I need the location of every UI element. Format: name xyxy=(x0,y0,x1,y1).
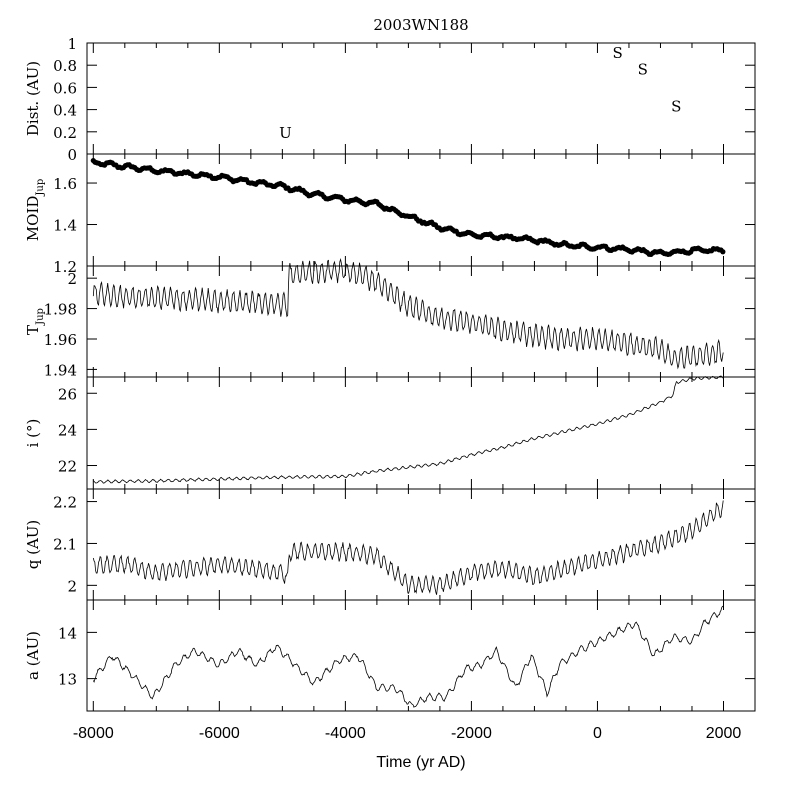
series-line-a xyxy=(92,605,724,708)
y-tick-label: 22 xyxy=(58,458,77,476)
y-tick-label: 1.94 xyxy=(44,361,77,379)
y-axis-label-a: a (AU) xyxy=(24,631,42,680)
y-axis-label-subscript: Jup xyxy=(35,308,46,326)
x-tick-label: 2000 xyxy=(706,725,742,742)
y-tick-label: 13 xyxy=(58,671,77,689)
encounter-marker: U xyxy=(279,124,292,142)
y-tick-label: 0.4 xyxy=(53,102,77,120)
y-tick-label: 2.1 xyxy=(53,535,77,553)
panel-frame-dist xyxy=(86,42,756,155)
x-tick-label: 0 xyxy=(593,725,602,742)
x-axis-label: Time (yr AD) xyxy=(376,754,465,771)
chart-title: 2003WN188 xyxy=(373,16,468,34)
y-tick-label: 1 xyxy=(67,35,77,53)
y-axis-label-tjup: TJup xyxy=(24,308,46,335)
y-tick-label: 0.8 xyxy=(53,57,77,75)
panel-frame-tjup xyxy=(86,265,756,378)
series-line-incl xyxy=(93,375,724,484)
y-tick-label: 1.2 xyxy=(53,258,77,276)
y-tick-label: 14 xyxy=(58,624,77,642)
series-line-q xyxy=(92,500,724,595)
y-tick-label: 1.96 xyxy=(44,331,77,349)
y-tick-label: 2 xyxy=(67,270,77,288)
x-tick-label: -2000 xyxy=(451,725,492,742)
y-axis-label-subscript: Jup xyxy=(35,179,46,197)
y-tick-label: 24 xyxy=(58,421,77,439)
series-line-tjup xyxy=(92,257,724,370)
y-tick-label: 26 xyxy=(58,385,77,403)
y-axis-label-q: q (AU) xyxy=(24,520,42,570)
panel-tjup: 1.94 1.96 1.98 2 TJup xyxy=(24,257,756,379)
y-tick-label: 1.6 xyxy=(53,175,77,193)
panel-a: 13 14 a (AU) xyxy=(24,599,756,712)
panel-moid: 1.2 1.4 1.6 MOIDJup xyxy=(24,153,756,276)
y-axis-label-text: Dist. (AU) xyxy=(24,61,42,136)
y-tick-label: 0 xyxy=(67,146,77,164)
encounter-marker: S xyxy=(638,61,648,79)
panel-q: 2 2.1 2.2 q (AU) xyxy=(24,488,756,601)
panel-frame-incl xyxy=(86,376,756,490)
y-axis-label-text: i (°) xyxy=(24,419,42,448)
y-tick-label: 0.6 xyxy=(53,79,77,97)
x-tick-label: -8000 xyxy=(73,725,114,742)
encounter-marker: S xyxy=(671,97,681,115)
y-axis-label-incl: i (°) xyxy=(24,419,42,448)
y-axis-label-text: q (AU) xyxy=(24,520,42,570)
y-axis-label-dist: Dist. (AU) xyxy=(24,61,42,136)
data-point xyxy=(720,249,726,255)
panel-frame-a xyxy=(86,599,756,712)
x-axis: -8000 -6000 -4000 -2000 0 2000 xyxy=(73,725,742,742)
y-axis-label-text: MOID xyxy=(24,196,42,242)
y-axis-label-text: T xyxy=(24,325,42,335)
x-tick-label: -6000 xyxy=(199,725,240,742)
panel-incl: 22 24 26 i (°) xyxy=(24,375,756,490)
y-tick-label: 1.4 xyxy=(53,217,77,235)
y-axis-label-text: a (AU) xyxy=(24,631,42,680)
y-tick-label: 1.98 xyxy=(44,301,77,319)
x-tick-label: -4000 xyxy=(325,725,366,742)
panel-frame-q xyxy=(86,488,756,601)
y-tick-label: 2 xyxy=(67,577,77,595)
y-tick-label: 0.2 xyxy=(53,124,77,142)
y-tick-label: 2.2 xyxy=(53,494,77,512)
encounter-marker: S xyxy=(612,44,622,62)
y-axis-label-moid: MOIDJup xyxy=(24,179,46,241)
